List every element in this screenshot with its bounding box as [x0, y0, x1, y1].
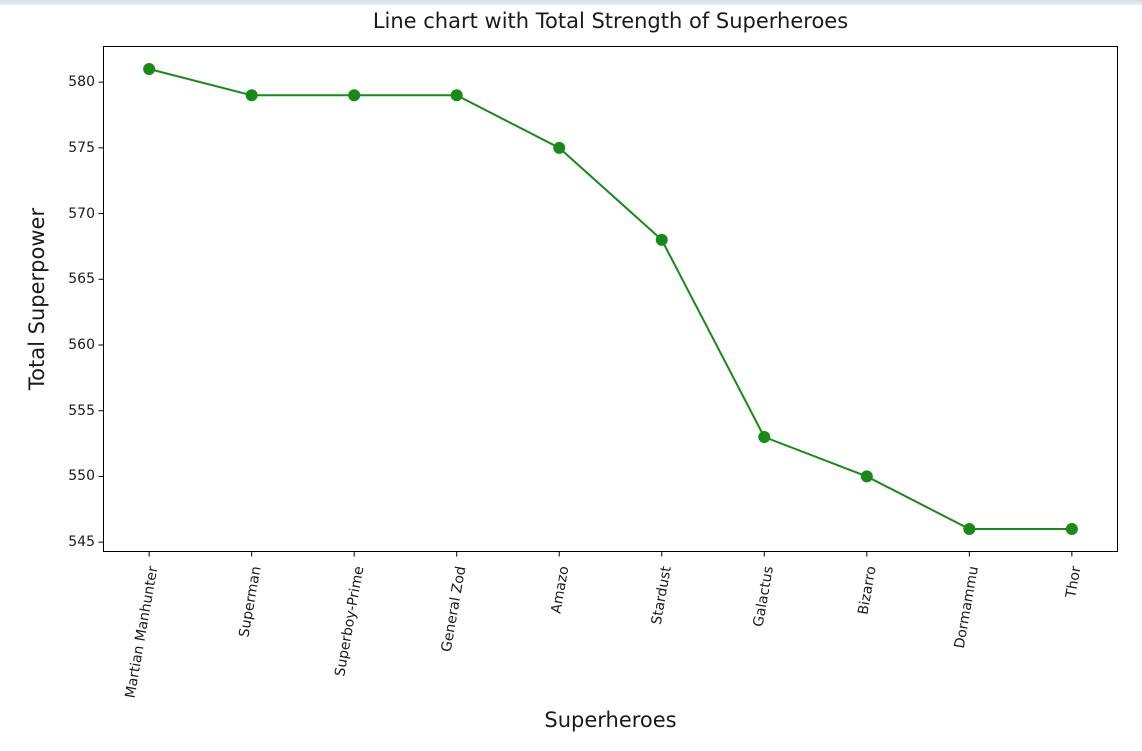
data-point [860, 470, 873, 483]
x-tick-label: Stardust [648, 565, 675, 626]
y-tick-label: 545 [68, 534, 95, 551]
x-tick-label: Amazo [547, 565, 573, 615]
y-tick-label: 570 [68, 205, 95, 222]
plot-area [98, 46, 1118, 557]
plot-frame [103, 46, 1118, 552]
window-edge-strip [0, 0, 1142, 5]
x-tick-label: Thor [1063, 565, 1085, 600]
line-series [148, 68, 1073, 530]
data-point [143, 63, 156, 75]
y-tick-label: 550 [68, 468, 95, 485]
data-point [963, 523, 976, 535]
y-tick-label: 580 [68, 74, 95, 91]
x-tick-label: Dormammu [951, 565, 983, 650]
data-point [553, 141, 566, 154]
chart-title: Line chart with Total Strength of Superh… [372, 9, 849, 33]
x-tick-label: General Zod [438, 565, 470, 654]
x-tick-label: Superboy-Prime [331, 565, 367, 678]
y-tick-label: 565 [68, 271, 95, 288]
x-axis-label: Superheroes [544, 708, 677, 732]
y-tick-label: 555 [68, 402, 95, 419]
y-axis-label: Total Superpower [25, 207, 49, 391]
data-point [1065, 523, 1078, 535]
data-point [245, 89, 258, 102]
x-tick-label: Superman [236, 565, 265, 639]
y-tick-label: 575 [68, 139, 95, 156]
data-point [758, 431, 771, 443]
x-tick-label: Martian Manhunter [122, 565, 162, 700]
data-point [655, 233, 668, 246]
y-tick-label: 560 [68, 337, 95, 353]
x-tick-label: Galactus [750, 565, 778, 629]
x-tick-label: Bizarro [855, 565, 880, 616]
data-point [348, 89, 361, 102]
data-point [450, 89, 463, 102]
